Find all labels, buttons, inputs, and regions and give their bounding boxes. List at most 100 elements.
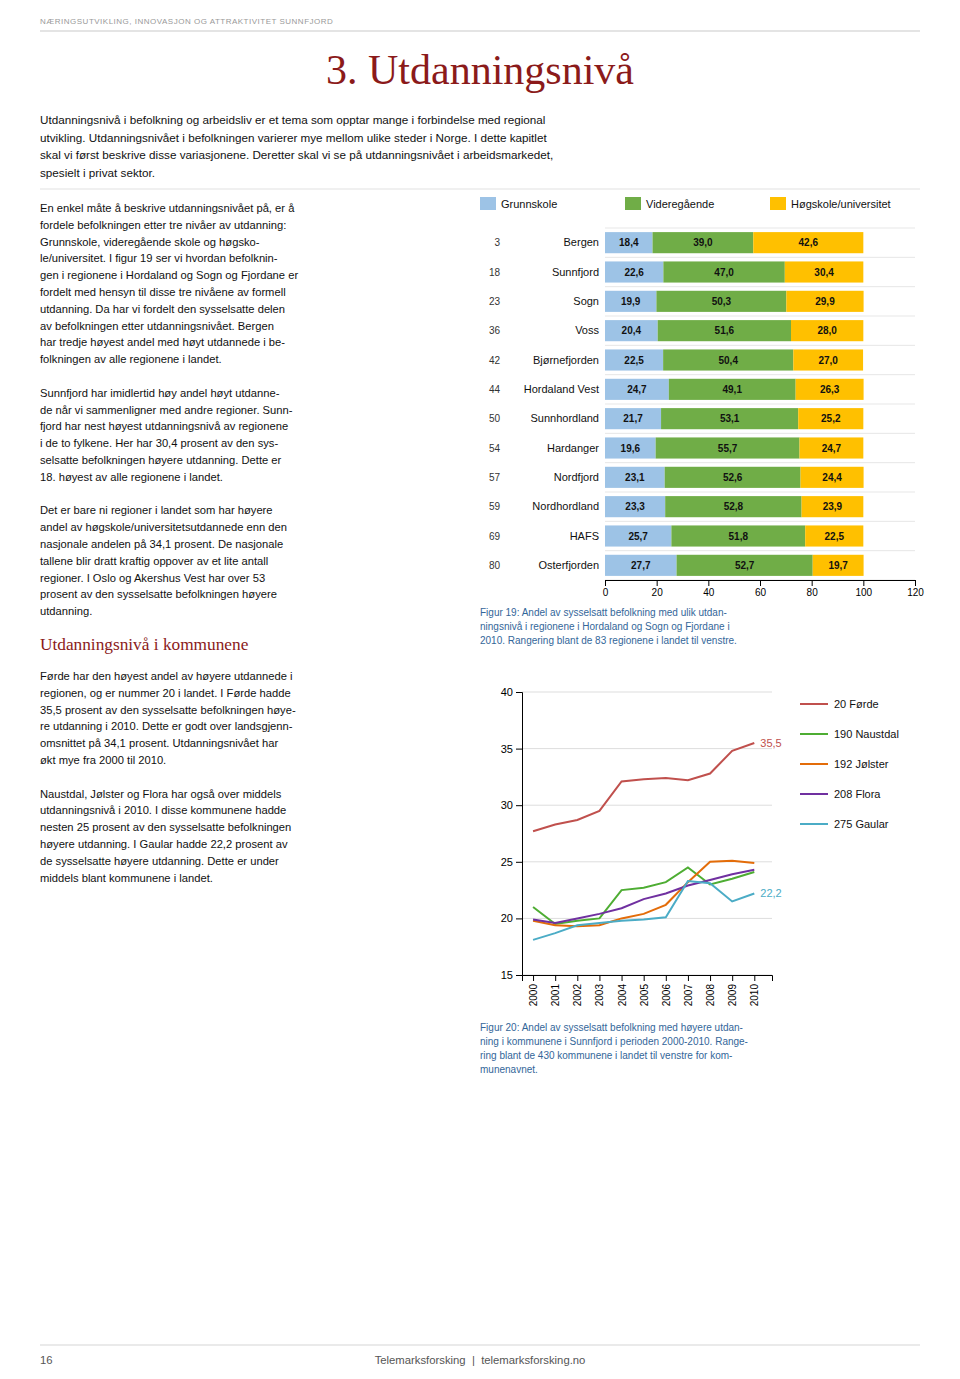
page: NÆRINGSUTVIKLING, INNOVASJON OG ATTRAKTI… [0,0,960,1379]
bar [605,467,665,488]
data-label: 23,9 [823,501,843,512]
row-rule [605,433,915,434]
y-tick-label: 30 [501,799,513,811]
body-paragraph: Det er bare ni regioner i landet som har… [40,504,287,617]
rank-label: 80 [489,560,501,571]
x-tick: 2001 [550,975,561,1006]
rank-label: 59 [489,501,501,512]
body-paragraph-line: fjord har nest høyest utdanningsnivå av … [40,420,288,432]
data-label: 49,1 [722,384,742,395]
body-paragraph-line: utdanningsnivå i 2010. I disse kommunene… [40,804,286,816]
lines [533,743,754,940]
caption-line: ning i kommunene i Sunnfjord i perioden … [480,1036,748,1047]
rank-label: 23 [489,296,501,307]
bar [669,379,796,400]
body-paragraph: Naustdal, Jølster og Flora har også over… [40,788,291,884]
x-tick-mark [710,975,711,981]
y-tick: 25 [501,856,522,868]
legend-swatch [800,793,828,795]
x-tick-label: 120 [907,587,924,598]
intro-text-line: skal vi først beskrive disse variasjonen… [40,148,553,161]
footer-center: Telemarksforsking | telemarksforsking.no [375,1354,586,1366]
x-tick-label: 80 [807,587,819,598]
caption-line: Figur 20: Andel av sysselsatt befolkning… [480,1022,743,1033]
x-tick: 2010 [749,975,760,1006]
x-tick-mark [605,580,606,586]
caption-line: 2010. Rangering blant de 83 regionene i … [480,635,737,646]
bar [665,496,801,517]
x-tick: 120 [907,580,924,598]
x-tick-mark [812,580,813,586]
bar [813,555,864,576]
data-label: 35,5 [760,737,781,749]
row-rule [605,521,915,522]
x-tick-mark [863,580,864,586]
header-rule [40,31,920,32]
x-tick: 60 [755,580,767,598]
body-paragraph-line: Grunnskole, videregående skole og høgsko… [40,236,260,248]
data-label: 23,3 [625,501,645,512]
data-label: 50,3 [712,296,732,307]
bar [663,261,784,282]
x-tick-label: 2001 [550,984,561,1007]
x-tick-label: 2008 [705,984,716,1007]
data-label: 22,2 [760,887,781,899]
x-tick: 40 [703,580,715,598]
y-tick: 30 [501,799,522,811]
x-axis: 2000200120022003200420052006200720082009… [523,975,773,1006]
legend-label: Grunnskole [501,198,557,210]
x-tick: 2003 [594,975,605,1006]
y-tick-label: Sogn [573,295,599,307]
rank-label: 36 [489,325,501,336]
data-label: 22,5 [624,355,644,366]
x-tick: 20 [652,580,664,598]
body-paragraph-line: Sunnfjord har imidlertid høy andel høyt … [40,387,280,399]
row-rule [605,374,915,375]
x-tick-label: 2002 [572,984,583,1007]
x-tick-mark [644,975,645,981]
body-paragraph-line: Naustdal, Jølster og Flora har også over… [40,788,282,800]
row-rules [605,228,915,580]
legend-item: 208 Flora [800,788,881,800]
body-paragraph-line: de når vi sammenligner med andre regione… [40,404,293,416]
section-title: Utdanningsnivå i kommunene [40,635,249,654]
x-axis-line [606,581,916,587]
line [533,870,754,923]
y-tick: 35 [501,743,522,755]
y-tick-label: Bjørnefjorden [533,354,599,366]
bar [605,437,656,458]
legend-item: Grunnskole [480,197,557,210]
bar-series [653,232,813,576]
intro-text-line: utvikling. Utdanningsnivået i befolkning… [40,131,547,144]
bar [671,525,805,546]
body-paragraph-line: fordele befolkningen etter tre nivåer av… [40,219,286,231]
y-tick-mark [516,918,522,919]
x-tick-label: 2004 [617,984,628,1007]
data-label: 27,0 [818,355,838,366]
bar [802,496,864,517]
x-tick-mark [688,975,689,981]
row-rule [605,257,915,258]
grid-line [522,692,772,693]
body-paragraph-line: Det er bare ni regioner i landet som har… [40,504,273,516]
y-tick: Osterfjorden [538,559,599,571]
y-tick: Hordaland Vest [524,383,599,395]
bar [786,291,863,312]
caption-line: munenavnet. [480,1064,538,1075]
body-paragraph-line: nesten 25 prosent av den sysselsatte bef… [40,821,291,833]
y-axis-line [516,693,523,976]
body-paragraph-line: utdanning. Da har vi fordelt den syssels… [40,303,285,315]
bar [801,467,864,488]
body-paragraph-line: 18. høyest av alle regionene i landet. [40,471,223,483]
x-tick-label: 0 [603,587,609,598]
data-label: 39,0 [693,237,713,248]
data-label: 19,6 [621,443,641,454]
y-tick: Nordhordland [532,500,599,512]
body-paragraph-line: fordelt med hensyn til disse tre nivåene… [40,286,286,298]
y-tick-label: 15 [501,969,513,981]
data-labels: 18,422,619,920,422,524,721,719,623,123,3… [619,237,848,571]
y-tick-label: Sunnhordland [530,412,599,424]
y-tick-mark [516,805,522,806]
x-tick: 2006 [661,975,672,1006]
body-paragraph-line: folkningen av alle regionene i landet. [40,353,222,365]
